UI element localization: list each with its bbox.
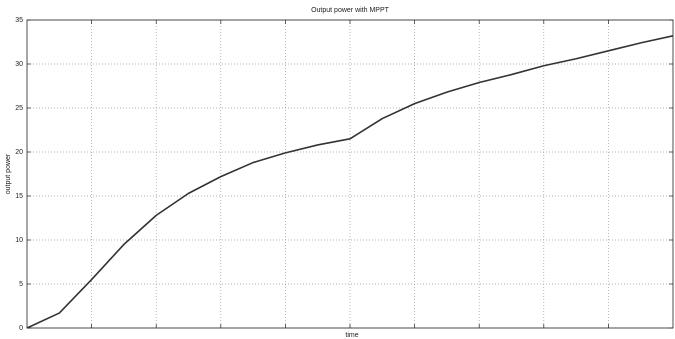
y-tick-label: 25	[15, 105, 23, 112]
x-axis-label: time	[345, 332, 358, 339]
y-tick-label: 35	[15, 17, 23, 24]
y-axis-label: output power	[5, 153, 12, 194]
chart-title: Output power with MPPT	[311, 7, 390, 14]
y-tick-label: 0	[19, 325, 23, 332]
y-tick-label: 5	[19, 281, 23, 288]
line-series	[26, 35, 674, 329]
y-tick-label: 30	[15, 61, 23, 68]
y-tick-label: 10	[15, 237, 23, 244]
y-tick-label: 20	[15, 149, 23, 156]
y-tick-label: 15	[15, 193, 23, 200]
plot-frame	[26, 19, 674, 329]
